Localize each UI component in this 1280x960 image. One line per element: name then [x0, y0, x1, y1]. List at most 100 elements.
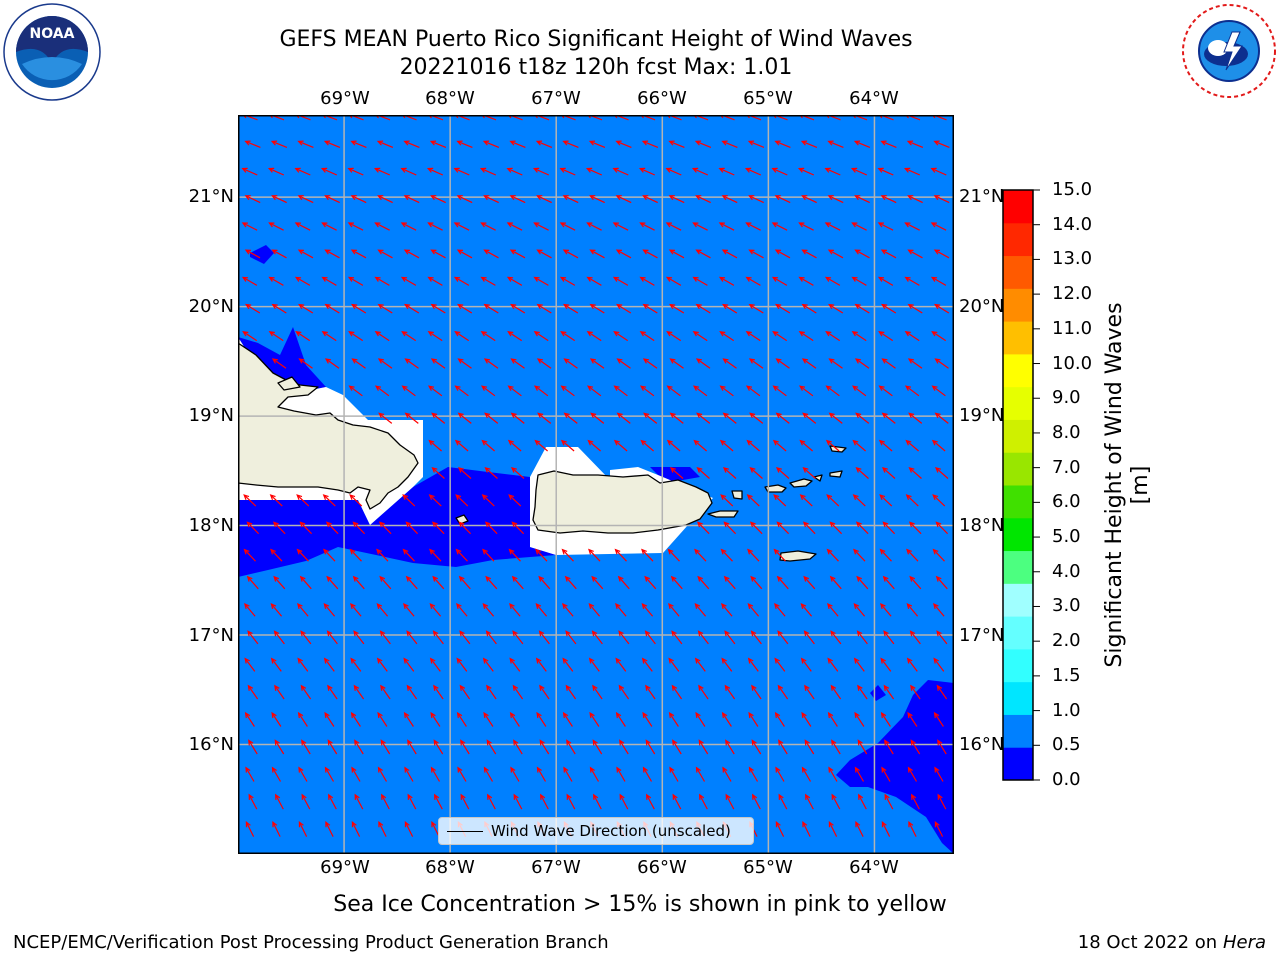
wave-direction-arrow [275, 793, 284, 810]
wave-direction-arrow [536, 766, 547, 782]
wave-direction-arrow [772, 439, 787, 452]
wave-direction-arrow [612, 222, 629, 231]
wave-direction-arrow [719, 385, 734, 397]
wave-direction-arrow [592, 684, 603, 700]
colorbar-segment-12 [1003, 353, 1033, 388]
wave-direction-arrow [725, 793, 735, 810]
wave-direction-arrow [427, 222, 443, 231]
wave-direction-arrow [486, 739, 497, 755]
wave-direction-arrow [744, 167, 762, 176]
wave-direction-arrow [350, 140, 367, 148]
wave-direction-arrow [376, 657, 388, 672]
wave-direction-arrow [510, 766, 520, 782]
wave-direction-arrow [351, 820, 361, 837]
wave-direction-arrow [374, 331, 390, 342]
wave-direction-arrow [800, 603, 813, 617]
colorbar-segment-3 [1003, 648, 1033, 683]
wave-direction-arrow [485, 575, 498, 590]
lat-label-right-19: 19°N [959, 405, 1005, 426]
wave-direction-arrow [854, 195, 870, 204]
wave-direction-arrow [536, 249, 552, 259]
wave-direction-arrow [268, 331, 284, 342]
lat-label-right-18: 18°N [959, 515, 1005, 536]
wave-direction-arrow [906, 603, 919, 617]
wave-direction-arrow [695, 766, 706, 782]
wave-direction-arrow [456, 249, 473, 259]
wave-direction-arrow [934, 820, 944, 837]
wave-direction-arrow [930, 222, 947, 231]
wave-direction-arrow [373, 167, 391, 176]
wave-direction-arrow [615, 603, 627, 617]
culebra-island [731, 490, 743, 500]
wave-direction-arrow [586, 222, 602, 231]
wave-direction-arrow [803, 575, 816, 590]
wave-direction-arrow [829, 575, 842, 590]
wave-direction-arrow [907, 249, 923, 259]
wave-direction-arrow [374, 385, 390, 397]
wave-direction-arrow [511, 575, 524, 590]
wave-direction-arrow [665, 167, 682, 176]
wave-direction-arrow [748, 766, 759, 782]
colorbar-segment-2 [1003, 681, 1033, 715]
wave-direction-arrow [353, 684, 365, 700]
wave-direction-arrow [506, 167, 523, 176]
wave-direction-arrow [672, 793, 682, 810]
lon-label-top-66: 66°W [637, 88, 687, 109]
wave-direction-arrow [432, 575, 445, 590]
wave-direction-arrow [800, 140, 818, 148]
wave-direction-arrow [589, 358, 605, 369]
wave-direction-arrow [350, 603, 362, 617]
colorbar-tickmarks [1033, 189, 1040, 781]
wave-direction-arrow [879, 494, 893, 507]
wave-direction-arrow [669, 358, 684, 369]
wave-direction-arrow [246, 575, 259, 590]
lon-label-bottom-69: 69°W [320, 857, 370, 878]
wave-direction-arrow [640, 439, 654, 452]
wave-direction-arrow [933, 657, 945, 672]
wave-direction-arrow [482, 548, 495, 562]
wave-direction-arrow [294, 222, 311, 231]
colorbar-segment-7 [1003, 517, 1033, 552]
footer-branch: NCEP/EMC/Verification Post Processing Pr… [13, 932, 609, 953]
wave-direction-arrow [457, 358, 472, 369]
wave-direction-arrow [559, 276, 576, 286]
wave-direction-arrow [483, 766, 494, 782]
wave-direction-arrow [669, 467, 684, 479]
wave-direction-arrow [907, 711, 918, 727]
wave-direction-arrow [245, 820, 255, 837]
wave-direction-arrow [934, 358, 949, 369]
wave-direction-arrow [510, 467, 525, 479]
wave-direction-arrow [722, 467, 737, 479]
wave-direction-arrow [931, 385, 946, 397]
wave-direction-arrow [509, 140, 526, 148]
wave-direction-arrow [532, 167, 550, 176]
sombrero [829, 445, 847, 453]
wave-direction-arrow [774, 249, 791, 259]
wave-direction-arrow [586, 331, 602, 342]
wave-direction-arrow [480, 222, 496, 231]
wave-direction-arrow [851, 385, 867, 397]
wave-direction-arrow [404, 766, 414, 782]
wave-direction-arrow [694, 603, 707, 617]
wave-direction-arrow [693, 439, 707, 452]
map-legend: Wind Wave Direction (unscaled) [438, 817, 754, 845]
wave-direction-arrow [427, 276, 443, 286]
wave-direction-arrow [270, 603, 283, 617]
wave-direction-arrow [376, 603, 389, 617]
wave-direction-arrow [402, 494, 416, 507]
colorbar-tick-label-14: 12.0 [1052, 283, 1093, 305]
wave-direction-arrow [831, 793, 841, 810]
wave-direction-arrow [751, 684, 762, 700]
wave-direction-arrow [484, 412, 499, 424]
colorbar-segment-9 [1003, 452, 1033, 486]
anegada [829, 470, 843, 478]
wave-direction-arrow [298, 358, 313, 369]
wave-direction-arrow [454, 331, 470, 342]
wave-direction-arrow [562, 603, 574, 617]
wave-direction-arrow [456, 657, 468, 672]
wave-direction-arrow [403, 711, 414, 727]
wave-direction-arrow [588, 657, 600, 672]
wave-direction-arrow [933, 603, 945, 617]
colorbar-tick-label-7: 5.0 [1052, 526, 1081, 548]
wave-direction-arrow [639, 331, 655, 342]
